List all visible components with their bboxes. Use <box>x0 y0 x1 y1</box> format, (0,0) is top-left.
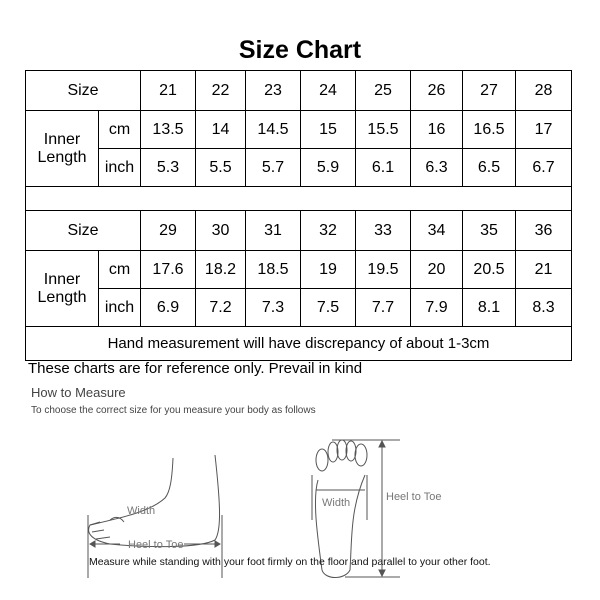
reference-note: These charts are for reference only. Pre… <box>28 360 363 377</box>
size-cell: 26 <box>410 70 463 111</box>
inch-cell: 8.3 <box>515 288 572 327</box>
cm-row: Inner Length cm 17.6 18.2 18.5 19 19.5 20 20.5 21 <box>25 250 572 327</box>
inch-cell: 6.7 <box>515 148 572 187</box>
cm-label: cm <box>98 110 141 149</box>
size-cell: 32 <box>300 210 356 251</box>
inch-row: inch 6.9 7.2 7.3 7.5 7.7 7.9 8.1 8.3 <box>26 288 572 327</box>
inch-cell: 7.5 <box>300 288 356 327</box>
inch-cell: 5.7 <box>245 148 301 187</box>
cm-cell: 15.5 <box>355 110 411 149</box>
size-row: Size 21 22 23 24 25 26 27 28 <box>25 70 572 111</box>
cm-cell: 16 <box>410 110 463 149</box>
size-cell: 22 <box>195 70 246 111</box>
inner-length-label: Inner Length <box>25 250 99 327</box>
side-foot-icon <box>87 454 223 578</box>
cm-cell: 14 <box>195 110 246 149</box>
size-cell: 33 <box>355 210 411 251</box>
cm-cell: 19.5 <box>355 250 411 289</box>
cm-cell: 19 <box>300 250 356 289</box>
page-title: Size Chart <box>238 36 362 64</box>
side-heel-to-toe-label: Heel to Toe <box>128 539 183 551</box>
cm-cell: 20 <box>410 250 463 289</box>
measure-instruction: Measure while standing with your foot fi… <box>89 556 491 568</box>
inner-length-label: Inner Length <box>25 110 99 187</box>
cm-cell: 17.6 <box>140 250 196 289</box>
size-cell: 29 <box>140 210 196 251</box>
inch-cell: 5.3 <box>140 148 196 187</box>
discrepancy-note: Hand measurement will have discrepancy o… <box>25 326 572 361</box>
size-label: Size <box>25 70 141 111</box>
cm-cell: 18.5 <box>245 250 301 289</box>
inch-cell: 7.9 <box>410 288 463 327</box>
how-to-measure-heading: How to Measure <box>31 385 126 400</box>
side-width-label: Width <box>127 505 155 517</box>
size-cell: 21 <box>140 70 196 111</box>
sole-width-label: Width <box>322 497 350 509</box>
cm-label: cm <box>98 250 141 289</box>
size-cell: 24 <box>300 70 356 111</box>
how-to-measure-subheading: To choose the correct size for you measu… <box>31 405 316 416</box>
size-cell: 28 <box>515 70 572 111</box>
inch-cell: 7.7 <box>355 288 411 327</box>
cm-cell: 16.5 <box>462 110 516 149</box>
cm-cell: 15 <box>300 110 356 149</box>
sole-foot-icon <box>311 439 400 578</box>
sole-heel-to-toe-label: Heel to Toe <box>386 491 441 503</box>
inch-cell: 6.1 <box>355 148 411 187</box>
size-table: Size 21 22 23 24 25 26 27 28 Inner Length cm 13.5 14… <box>25 70 572 361</box>
inch-cell: 6.3 <box>410 148 463 187</box>
